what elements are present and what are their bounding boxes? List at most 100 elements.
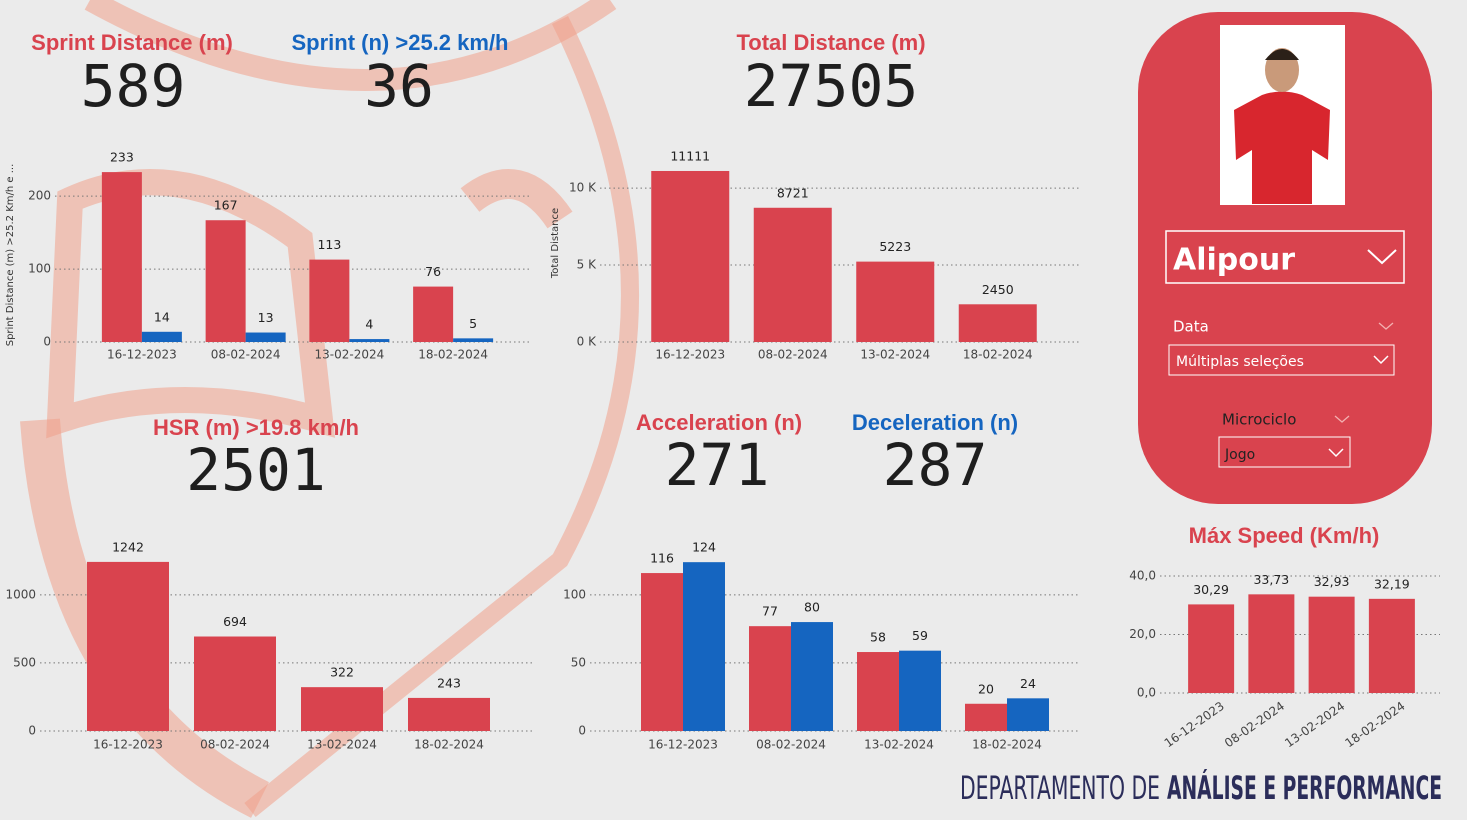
y-axis-title: Total Distance (550, 208, 561, 279)
data-label: 59 (912, 628, 928, 643)
data-label: 77 (762, 604, 778, 619)
x-tick-label: 18-02-2024 (414, 738, 484, 752)
x-tick-label: 13-02-2024 (864, 738, 934, 752)
chart: 0 50 100 16-12-2023 116 124 08-02-2024 77 80 13-0… (563, 540, 1080, 752)
data-label: 14 (154, 309, 170, 324)
y-tick-label: 200 (28, 189, 51, 203)
bar (1188, 604, 1235, 693)
chart: Sprint Distance (m) >25.2 Km/h e ... 0 100… (5, 150, 530, 362)
data-label: 33,73 (1253, 572, 1289, 587)
bar (87, 561, 169, 731)
chart: 0 500 1000 16-12-2023 1242 08-02-2024 694 13-02… (5, 539, 535, 752)
bar (205, 220, 246, 342)
data-label: 116 (650, 551, 674, 566)
filter-selection: Múltiplas seleções (1176, 354, 1304, 370)
bar (965, 703, 1007, 731)
x-tick-label: 08-02-2024 (211, 348, 281, 362)
bar (899, 650, 941, 731)
bar (408, 697, 490, 731)
x-tick-label: 16-12-2023 (107, 348, 177, 362)
x-tick-label: 18-02-2024 (418, 348, 488, 362)
bar (453, 338, 494, 342)
bar (791, 622, 833, 731)
player-dropdown[interactable] (1165, 230, 1405, 284)
bar (857, 652, 899, 731)
chart: Total Distance 0 K 5 K 10 K 16-12-2023 11111 0… (550, 148, 1080, 362)
player-panel: Alipour Data Múltiplas seleções Microcic… (1138, 12, 1432, 504)
data-label: 32,93 (1314, 574, 1350, 589)
bar (651, 170, 730, 342)
data-label: 2450 (982, 282, 1014, 297)
kpi-label: Sprint Distance (m) (31, 30, 233, 55)
data-label: 1242 (112, 539, 144, 554)
y-tick-label: 0,0 (1137, 686, 1156, 700)
bar (958, 304, 1037, 342)
filter-dropdown[interactable] (1168, 344, 1395, 376)
data-label: 11111 (670, 148, 710, 163)
bar (194, 636, 276, 731)
kpi-value: 36 (364, 52, 434, 120)
y-tick-label: 40,0 (1129, 569, 1156, 583)
data-label: 694 (223, 614, 247, 629)
filter-label: Microciclo (1222, 411, 1296, 429)
kpi-value: 27505 (744, 52, 919, 120)
bar (1368, 598, 1415, 693)
bar (683, 562, 725, 731)
y-tick-label: 0 (43, 335, 51, 349)
filter-dropdown[interactable] (1218, 436, 1351, 468)
data-label: 113 (317, 237, 341, 252)
data-label: 5 (469, 316, 477, 331)
x-tick-label: 13-02-2024 (307, 738, 377, 752)
kpi-cards: Sprint Distance (m) 589 Sprint (n) >25.2… (31, 30, 1018, 504)
bar (349, 339, 390, 342)
kpi-label: Deceleration (n) (852, 410, 1018, 435)
x-tick-label: 08-02-2024 (758, 348, 828, 362)
data-label: 76 (425, 264, 441, 279)
data-label: 322 (330, 665, 354, 680)
kpi-label: Acceleration (n) (636, 410, 802, 435)
data-label: 20 (978, 681, 994, 696)
data-label: 233 (110, 150, 134, 165)
bar (1308, 596, 1355, 693)
player-name: Alipour (1173, 243, 1295, 278)
bar (1007, 698, 1049, 731)
y-tick-label: 500 (13, 655, 36, 669)
filter-chevron (1328, 448, 1344, 458)
y-tick-label: 100 (28, 262, 51, 276)
data-label: 243 (437, 675, 461, 690)
bar (753, 207, 832, 342)
filter-label: Data (1173, 318, 1209, 336)
data-label: 4 (365, 317, 373, 332)
bar (245, 332, 286, 342)
data-label: 24 (1020, 676, 1036, 691)
y-tick-label: 1000 (5, 587, 36, 601)
data-label: 32,19 (1374, 576, 1410, 591)
kpi-value: 2501 (186, 436, 326, 504)
data-label: 5223 (879, 239, 911, 254)
y-tick-label: 5 K (577, 258, 597, 272)
bar (641, 573, 683, 731)
data-label: 167 (214, 198, 238, 213)
bar (101, 172, 142, 342)
y-tick-label: 0 (578, 724, 586, 738)
x-tick-label: 16-12-2023 (655, 348, 725, 362)
x-tick-label: 08-02-2024 (756, 738, 826, 752)
player-shirt (1234, 91, 1330, 204)
chart-title: Máx Speed (Km/h) (1189, 523, 1380, 548)
y-tick-label: 100 (563, 587, 586, 601)
data-label: 80 (804, 600, 820, 615)
dropdown-chevron (1367, 249, 1397, 265)
x-tick-label: 16-12-2023 (648, 738, 718, 752)
bar (301, 687, 383, 731)
data-label: 13 (258, 310, 274, 325)
data-label: 124 (692, 540, 716, 555)
y-tick-label: 0 K (577, 335, 597, 349)
kpi-value: 287 (883, 431, 988, 499)
x-tick-label: 18-02-2024 (963, 348, 1033, 362)
kpi-value: 589 (81, 52, 186, 120)
bar (856, 261, 935, 342)
x-tick-label: 16-12-2023 (93, 738, 163, 752)
y-tick-label: 0 (28, 724, 36, 738)
bar (309, 259, 350, 342)
